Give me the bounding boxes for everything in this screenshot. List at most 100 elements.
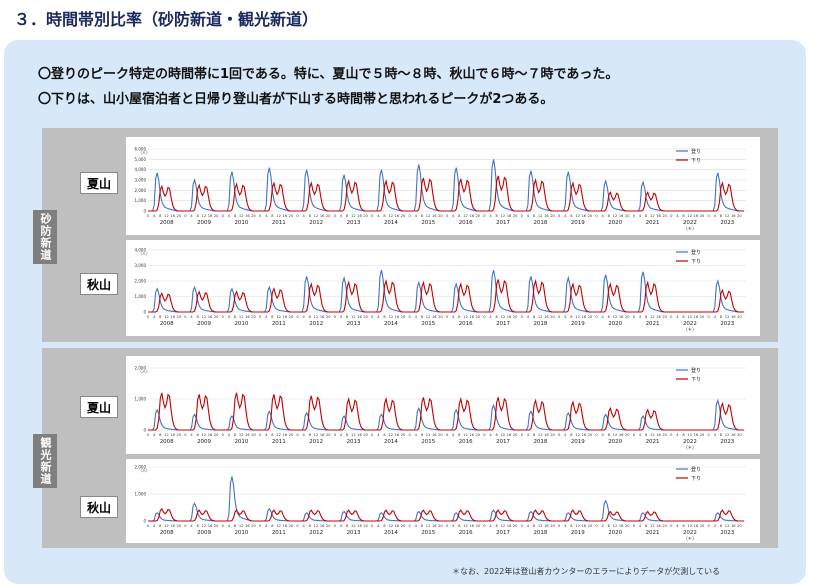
year-label: 2009	[197, 530, 211, 536]
hour-tick-label: 0	[334, 315, 337, 319]
hour-tick-label: 12	[687, 524, 692, 528]
hour-tick-label: 0	[521, 315, 524, 319]
year-label: 2010	[234, 530, 248, 536]
hour-tick-label: 8	[346, 524, 349, 528]
year-label: 2011	[272, 321, 286, 327]
hour-tick-label: 16	[619, 433, 624, 437]
hour-tick-label: 0	[670, 315, 673, 319]
hour-tick-label: 20	[363, 433, 368, 437]
hour-tick-label: 20	[438, 524, 443, 528]
hour-tick-label: 12	[164, 315, 169, 319]
hour-tick-label: 8	[645, 433, 648, 437]
hour-tick-label: 4	[564, 214, 567, 218]
hour-tick-label: 4	[228, 315, 231, 319]
hour-tick-label: 0	[558, 524, 561, 528]
hour-tick-label: 8	[720, 214, 723, 218]
hour-tick-label: 16	[432, 524, 437, 528]
year-label: 2013	[347, 439, 361, 445]
year-label: 2016	[459, 439, 473, 445]
hour-tick-label: 12	[388, 433, 393, 437]
year-label: 2021	[646, 530, 660, 536]
hour-tick-label: 12	[650, 433, 655, 437]
hour-tick-label: 0	[483, 433, 486, 437]
hour-tick-label: 20	[176, 524, 181, 528]
hour-tick-label: 12	[351, 214, 356, 218]
hour-tick-label: 20	[401, 524, 406, 528]
hour-tick-label: 0	[259, 214, 262, 218]
hour-tick-label: 4	[489, 524, 492, 528]
hour-tick-label: 8	[197, 214, 200, 218]
hour-tick-label: 4	[602, 433, 605, 437]
hour-tick-label: 12	[501, 315, 506, 319]
hour-tick-label: 4	[415, 214, 418, 218]
chart-panel-sabo-autumn: 0 1,000 2,000 3,000 4,000 （人） 0 4 8 12 16 20 2008 0 4 8…	[126, 240, 760, 336]
y-axis-label: （人）	[138, 369, 150, 374]
hour-tick-label: 20	[326, 433, 331, 437]
hour-tick-label: 12	[426, 315, 431, 319]
hour-tick-label: 16	[357, 524, 362, 528]
hour-tick-label: 16	[544, 315, 549, 319]
hour-tick-label: 16	[170, 214, 175, 218]
hour-tick-label: 0	[670, 524, 673, 528]
hour-tick-label: 8	[159, 524, 162, 528]
y-tick-label: 2,000	[135, 366, 147, 371]
hour-tick-label: 12	[351, 524, 356, 528]
hour-tick-label: 12	[501, 433, 506, 437]
hour-tick-label: 20	[513, 315, 518, 319]
hour-tick-label: 4	[452, 433, 455, 437]
legend-label: 下り	[691, 476, 701, 482]
hour-tick-label: 12	[725, 433, 730, 437]
hour-tick-label: 20	[176, 315, 181, 319]
hour-tick-label: 8	[458, 433, 461, 437]
hour-tick-label: 12	[725, 524, 730, 528]
year-label: 2008	[160, 530, 174, 536]
hour-tick-label: 8	[608, 433, 611, 437]
year-label: 2014	[384, 439, 398, 445]
hour-tick-label: 12	[575, 433, 580, 437]
hour-tick-label: 20	[625, 214, 630, 218]
year-label: 2022	[683, 530, 697, 536]
year-label: 2016	[459, 220, 473, 226]
y-tick-label: 1,000	[135, 492, 147, 497]
hour-tick-label: 0	[595, 524, 598, 528]
hour-tick-label: 0	[633, 524, 636, 528]
hour-tick-label: 12	[314, 433, 319, 437]
hour-tick-label: 20	[625, 524, 630, 528]
hour-tick-label: 0	[147, 315, 150, 319]
hour-tick-label: 4	[153, 214, 156, 218]
hour-tick-label: 4	[190, 433, 193, 437]
hour-tick-label: 12	[276, 315, 281, 319]
hour-tick-label: 12	[613, 433, 618, 437]
hour-tick-label: 0	[334, 214, 337, 218]
hour-tick-label: 12	[725, 214, 730, 218]
hour-tick-label: 0	[184, 524, 187, 528]
hour-tick-label: 0	[707, 214, 710, 218]
hour-tick-label: 8	[458, 315, 461, 319]
hour-tick-label: 16	[544, 214, 549, 218]
year-label: 2012	[309, 321, 323, 327]
hour-tick-label: 4	[340, 214, 343, 218]
hour-tick-label: 12	[426, 524, 431, 528]
hour-tick-label: 8	[720, 524, 723, 528]
hour-tick-label: 20	[401, 214, 406, 218]
hour-tick-label: 4	[153, 315, 156, 319]
year-label: 2017	[496, 530, 510, 536]
hour-tick-label: 20	[289, 315, 294, 319]
hour-tick-label: 16	[656, 315, 661, 319]
year-label: 2021	[646, 220, 660, 226]
hour-tick-label: 8	[383, 433, 386, 437]
hour-tick-label: 8	[234, 433, 237, 437]
hour-tick-label: 0	[446, 524, 449, 528]
hour-tick-label: 20	[363, 524, 368, 528]
hour-tick-label: 20	[513, 433, 518, 437]
hour-tick-label: 8	[682, 315, 685, 319]
hour-tick-label: 16	[731, 433, 736, 437]
chart-panel-kanko-autumn: 0 1,000 2,000 （人） 0 4 8 12 16 20 2008 0 4 8 12 16 20 2009…	[126, 459, 760, 543]
y-tick-label: 0	[143, 209, 146, 214]
hour-tick-label: 0	[633, 214, 636, 218]
hour-tick-label: 16	[581, 524, 586, 528]
hour-tick-label: 20	[625, 315, 630, 319]
hour-tick-label: 12	[164, 433, 169, 437]
hour-tick-label: 4	[489, 214, 492, 218]
